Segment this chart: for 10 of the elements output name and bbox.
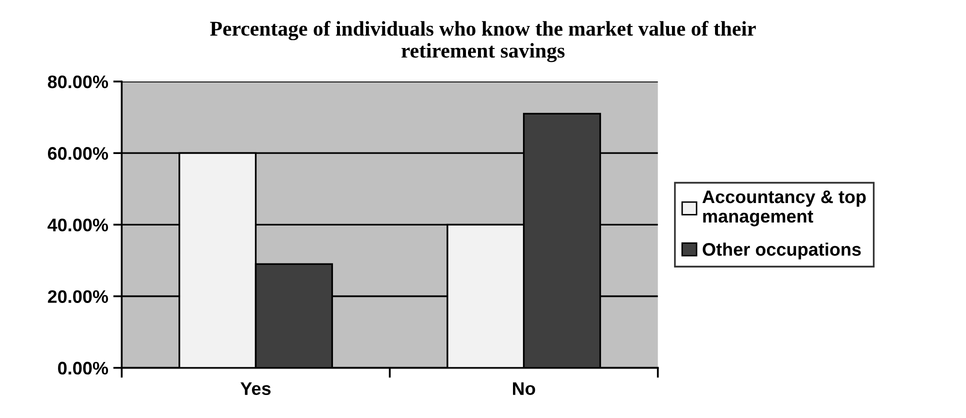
- y-tick-label: 0.00%: [58, 362, 108, 375]
- x-tick-label: Yes: [240, 382, 271, 395]
- legend-label: Accountancy & top management: [702, 190, 866, 226]
- legend-label: Other occupations: [702, 242, 861, 260]
- y-tick-label: 20.00%: [48, 290, 108, 303]
- y-tick-label: 60.00%: [48, 147, 108, 160]
- x-tick-label: No: [512, 382, 536, 395]
- y-tick-label: 40.00%: [48, 218, 108, 232]
- y-tick-label: 80.00%: [48, 75, 108, 88]
- chart-title: Percentage of individuals who know the market value of their retirement savings: [210, 20, 756, 62]
